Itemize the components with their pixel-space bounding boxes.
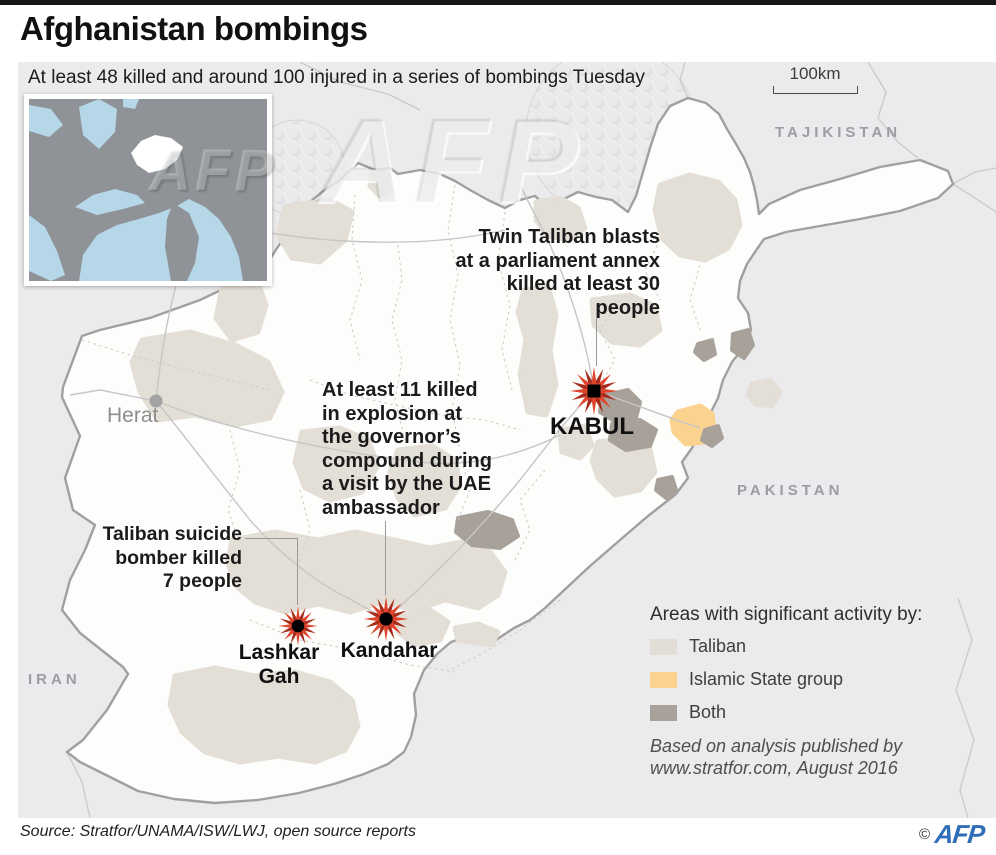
leader-kabul	[596, 304, 597, 366]
city-label-kandahar: Kandahar	[340, 639, 438, 662]
inset-map-art	[29, 99, 267, 281]
legend-note: Based on analysis published by www.strat…	[650, 736, 903, 778]
country-label-pakistan: PAKISTAN	[737, 482, 844, 499]
copyright-icon: ©	[918, 826, 930, 843]
afghanistan-map: At least 48 killed and around 100 injure…	[18, 62, 996, 818]
afp-logo: © AFP	[918, 819, 986, 850]
scale-bracket	[772, 86, 858, 94]
annotation-lashkar-gah: Taliban suicide bomber killed 7 people	[102, 523, 242, 592]
afp-watermark-inset: AFP	[149, 138, 277, 203]
blast-marker-kabul	[570, 367, 618, 415]
country-label-tajikistan: TAJIKISTAN	[775, 124, 902, 141]
afp-watermark: AFP	[318, 94, 588, 228]
legend-item-both: Both	[650, 702, 970, 723]
scale-label: 100km	[789, 64, 841, 83]
annotation-kandahar: At least 11 killed in explosion at the g…	[322, 379, 492, 519]
annotation-kabul: Twin Taliban blasts at a parliament anne…	[455, 226, 660, 319]
legend-swatch-taliban	[650, 638, 677, 655]
legend-title: Areas with significant activity by:	[650, 604, 923, 625]
legend-item-taliban: Taliban	[650, 636, 970, 657]
legend-swatch-islamic-state	[650, 671, 677, 688]
legend: Areas with significant activity by: Tali…	[650, 604, 970, 779]
scale-bar: 100km	[755, 64, 875, 94]
leader-kandahar	[385, 521, 386, 595]
legend-swatch-both	[650, 704, 677, 721]
source-credit: Source: Stratfor/UNAMA/ISW/LWJ, open sou…	[20, 823, 416, 840]
province-borders	[81, 184, 701, 673]
top-rule	[0, 0, 996, 5]
country-label-iran: IRAN	[28, 671, 81, 688]
herat-city-dot	[149, 394, 163, 408]
legend-item-islamic-state: Islamic State group	[650, 669, 970, 690]
blast-marker-lashkar-gah	[278, 606, 318, 646]
city-label-kabul: KABUL	[550, 413, 634, 440]
neighbour-borders	[66, 62, 996, 818]
page-title: Afghanistan bombings	[20, 10, 368, 47]
afp-logo-text: AFP	[933, 819, 986, 849]
subtitle: At least 48 killed and around 100 injure…	[28, 67, 645, 88]
city-label-herat: Herat	[107, 404, 159, 427]
leader-lashkar-vertical	[297, 538, 298, 605]
blast-marker-kandahar	[363, 596, 409, 642]
city-label-lashkar-gah: Lashkar Gah	[238, 641, 320, 688]
locator-inset-map: AFP	[24, 94, 273, 286]
both-areas	[454, 328, 755, 550]
leader-lashkar-horizontal	[245, 538, 298, 539]
